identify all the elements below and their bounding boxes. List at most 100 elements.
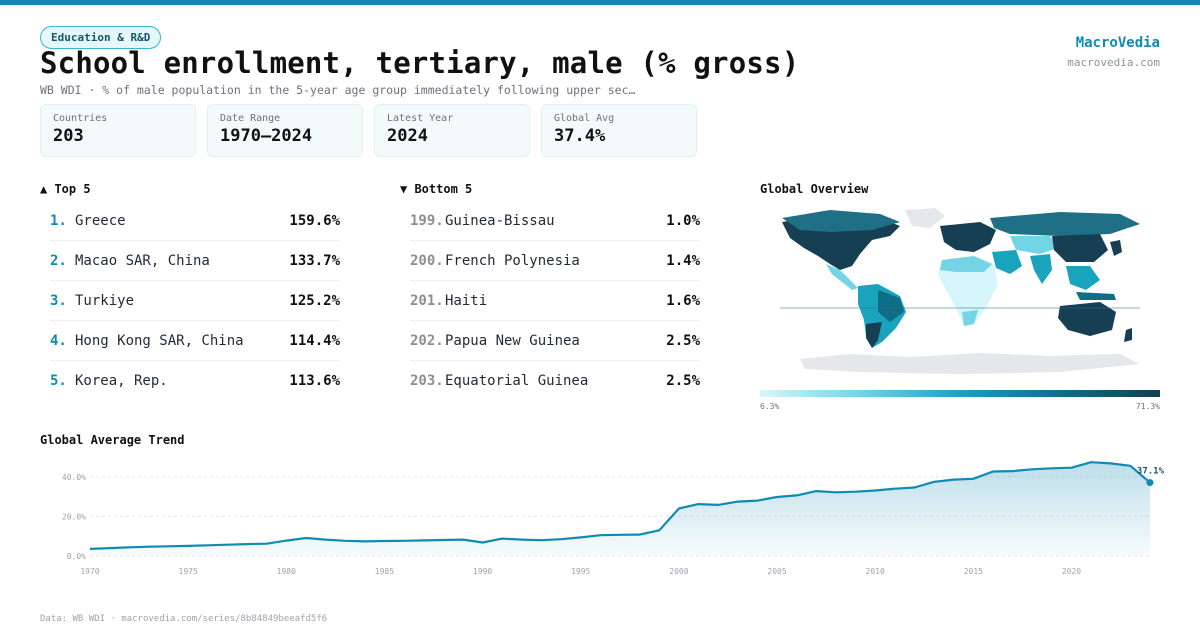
map-legend-max: 71.3% [1135,402,1160,411]
map-region-new-zealand [1124,328,1132,342]
brand-name[interactable]: MacroVedia [1075,35,1160,51]
list-item[interactable]: 199. Guinea-Bissau 1.0% [410,201,700,241]
map-region-middle-east [992,250,1022,274]
top5-list: 1. Greece 159.6% 2. Macao SAR, China 133… [50,201,340,401]
x-tick-label: 2005 [767,567,786,576]
list-item[interactable]: 200. French Polynesia 1.4% [410,241,700,281]
rank-number: 202. [410,332,444,349]
map-region-japan-korea [1110,240,1122,256]
x-tick-label: 1970 [80,567,99,576]
list-item[interactable]: 4. Hong Kong SAR, China 114.4% [50,321,340,361]
y-tick-label: 0.0% [67,552,86,561]
list-item[interactable]: 203. Equatorial Guinea 2.5% [410,361,700,401]
x-tick-label: 2020 [1062,567,1081,576]
map-region-russia [990,212,1140,236]
rank-number: 3. [50,292,67,309]
stat-card-global-avg: Global Avg 37.4% [541,104,697,157]
world-choropleth-map[interactable] [760,204,1160,384]
rank-number: 5. [50,373,67,389]
map-region-india [1030,254,1052,284]
country-name: Greece [75,212,126,229]
map-region-indonesia [1076,292,1116,300]
map-region-central-america [826,264,858,290]
country-name: Haiti [445,292,488,309]
global-average-trend-chart[interactable]: 0.0% 20.0% 40.0% 1970 1975 1980 1985 1990 1995 20… [40,455,1170,585]
map-heading: Global Overview [760,182,869,196]
brand[interactable]: MacroVedia macrovedia.com [1067,35,1160,69]
list-item[interactable]: 1. Greece 159.6% [50,201,340,241]
list-item[interactable]: 3. Turkiye 125.2% [50,281,340,321]
rank-number: 199. [410,212,444,229]
rank-number: 200. [410,252,444,269]
country-name: French Polynesia [445,252,580,269]
page-title: School enrollment, tertiary, male (% gro… [40,46,800,80]
stat-value: 203 [53,126,84,146]
y-tick-label: 40.0% [62,473,86,482]
list-item[interactable]: 5. Korea, Rep. 113.6% [50,361,340,401]
map-region-greenland [905,208,945,228]
stat-value: 1970–2024 [220,126,313,146]
x-tick-label: 1980 [277,567,296,576]
stat-label: Countries [53,113,108,124]
map-region-north-africa [940,256,992,272]
bottom5-heading: ▼ Bottom 5 [400,182,473,196]
x-tick-label: 2000 [669,567,688,576]
trend-heading: Global Average Trend [40,433,185,447]
brand-url[interactable]: macrovedia.com [1067,56,1160,69]
rank-number: 4. [50,332,67,349]
map-region-canada [782,210,900,232]
rank-number: 2. [50,252,67,269]
stat-label: Latest Year [387,113,454,124]
top5-heading: ▲ Top 5 [40,182,91,196]
x-tick-label: 2015 [964,567,983,576]
country-value: 2.5% [666,373,700,389]
country-value: 1.4% [666,252,700,269]
country-value: 159.6% [289,212,340,229]
rank-number: 201. [410,292,444,309]
map-region-europe [940,222,996,252]
map-region-china [1052,234,1108,262]
map-region-brazil [878,290,904,322]
list-item[interactable]: 201. Haiti 1.6% [410,281,700,321]
list-item[interactable]: 202. Papua New Guinea 2.5% [410,321,700,361]
list-item[interactable]: 2. Macao SAR, China 133.7% [50,241,340,281]
y-tick-label: 20.0% [62,512,86,521]
country-name: Korea, Rep. [75,373,168,389]
x-tick-label: 1995 [571,567,590,576]
country-value: 1.0% [666,212,700,229]
x-tick-label: 1975 [179,567,198,576]
x-tick-label: 1990 [473,567,492,576]
rank-number: 1. [50,212,67,229]
category-tag[interactable]: Education & R&D [40,26,162,49]
map-region-antarctica [800,353,1140,374]
country-name: Hong Kong SAR, China [75,332,244,349]
map-region-southeast-asia [1066,266,1100,290]
top-accent-bar [0,0,1200,5]
stat-label: Global Avg [554,113,615,124]
stat-value: 37.4% [554,126,606,146]
footer-source: Data: WB WDI · macrovedia.com/series/8b8… [40,614,328,624]
country-name: Guinea-Bissau [445,212,555,229]
map-region-australia [1058,302,1116,336]
map-region-central-asia [1010,236,1058,254]
stat-value: 2024 [387,126,428,146]
trend-end-point [1146,479,1154,487]
country-value: 1.6% [666,292,700,309]
trend-line [89,461,1151,550]
x-tick-label: 1985 [375,567,394,576]
map-region-south-africa [962,310,978,326]
stat-label: Date Range [220,113,281,124]
stat-card-countries: Countries 203 [40,104,196,157]
rank-number: 203. [410,373,444,389]
map-legend-gradient [760,390,1160,397]
bottom5-list: 199. Guinea-Bissau 1.0% 200. French Poly… [410,201,700,401]
trend-end-label: 37.1% [1137,467,1165,477]
page-subtitle: WB WDI · % of male population in the 5-y… [40,83,636,97]
country-name: Papua New Guinea [445,332,580,349]
x-tick-label: 2010 [866,567,885,576]
trend-area [90,462,1150,556]
country-value: 125.2% [289,292,340,309]
country-value: 114.4% [289,332,340,349]
map-region-argentina [866,322,882,348]
country-value: 2.5% [666,332,700,349]
